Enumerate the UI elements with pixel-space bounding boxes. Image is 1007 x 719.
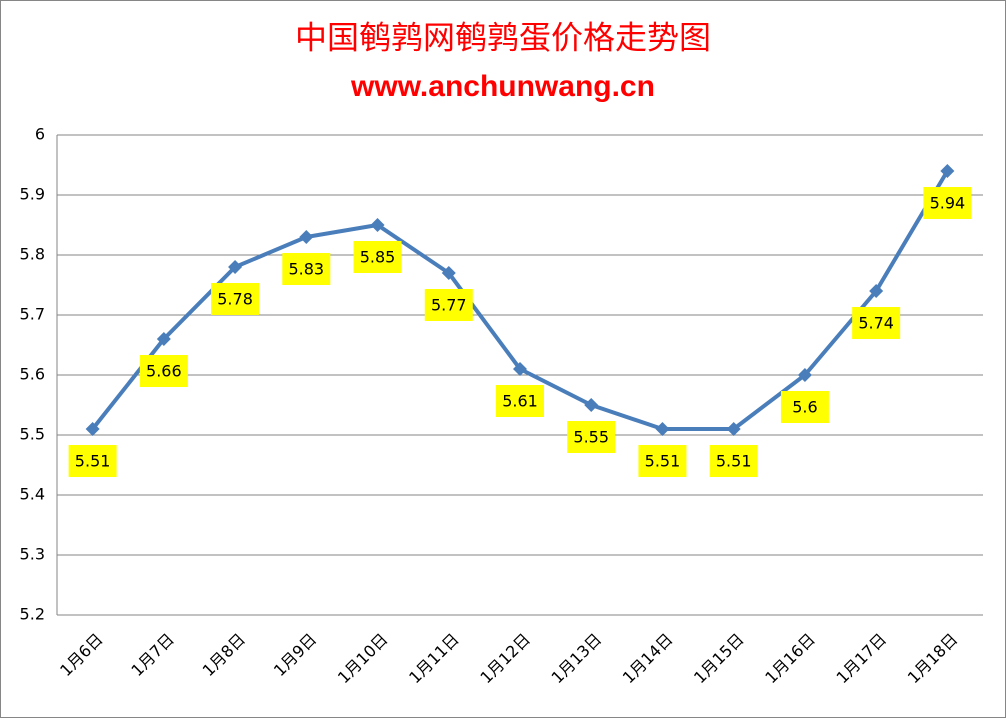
data-label-bg — [709, 445, 758, 477]
y-tick-label: 5.9 — [20, 185, 45, 204]
data-label: 5.78 — [217, 290, 253, 309]
data-label-bg — [211, 283, 260, 315]
data-label: 5.66 — [146, 362, 182, 381]
data-label-bg — [852, 307, 901, 339]
marker — [156, 332, 171, 346]
marker — [85, 422, 100, 436]
y-tick-label: 5.5 — [20, 425, 45, 444]
marker — [513, 362, 527, 376]
y-tick-label: 5.6 — [20, 365, 45, 384]
y-tick-label: 6 — [35, 125, 45, 144]
data-label: 5.83 — [288, 260, 324, 279]
y-tick-label: 5.4 — [20, 485, 45, 504]
data-label: 5.51 — [75, 452, 111, 471]
data-label-bg — [139, 355, 188, 387]
data-label: 5.6 — [792, 398, 817, 417]
data-label-bg — [923, 187, 972, 219]
data-label: 5.77 — [431, 296, 467, 315]
data-label-bg — [567, 421, 616, 453]
marker — [797, 368, 812, 382]
data-label: 5.74 — [858, 314, 894, 333]
data-label-bg — [424, 289, 473, 321]
data-label-bg — [282, 253, 331, 285]
chart-title: 中国鹌鹑网鹌鹑蛋价格走势图 — [295, 19, 711, 57]
data-label: 5.55 — [573, 428, 609, 447]
chart-subtitle: www.anchunwang.cn — [350, 70, 655, 103]
marker — [940, 164, 955, 178]
y-tick-label: 5.3 — [20, 545, 45, 564]
y-tick-label: 5.8 — [20, 245, 45, 264]
data-label: 5.51 — [716, 452, 752, 471]
y-tick-label: 5.7 — [20, 305, 45, 324]
marker — [370, 218, 385, 232]
data-label: 5.94 — [930, 194, 966, 213]
marker — [584, 398, 599, 412]
data-label-bg — [496, 385, 544, 417]
marker — [228, 260, 243, 274]
data-label-bg — [780, 391, 829, 423]
marker — [869, 284, 884, 298]
data-label: 5.85 — [360, 248, 396, 267]
marker — [655, 422, 670, 436]
data-label: 5.51 — [645, 452, 681, 471]
y-tick-label: 5.2 — [20, 605, 45, 624]
data-label-bg — [353, 241, 402, 273]
marker — [441, 266, 456, 280]
data-label-bg — [68, 445, 117, 477]
data-label-bg — [638, 445, 687, 477]
marker — [299, 230, 314, 244]
data-label: 5.61 — [502, 392, 538, 411]
marker — [726, 422, 741, 436]
